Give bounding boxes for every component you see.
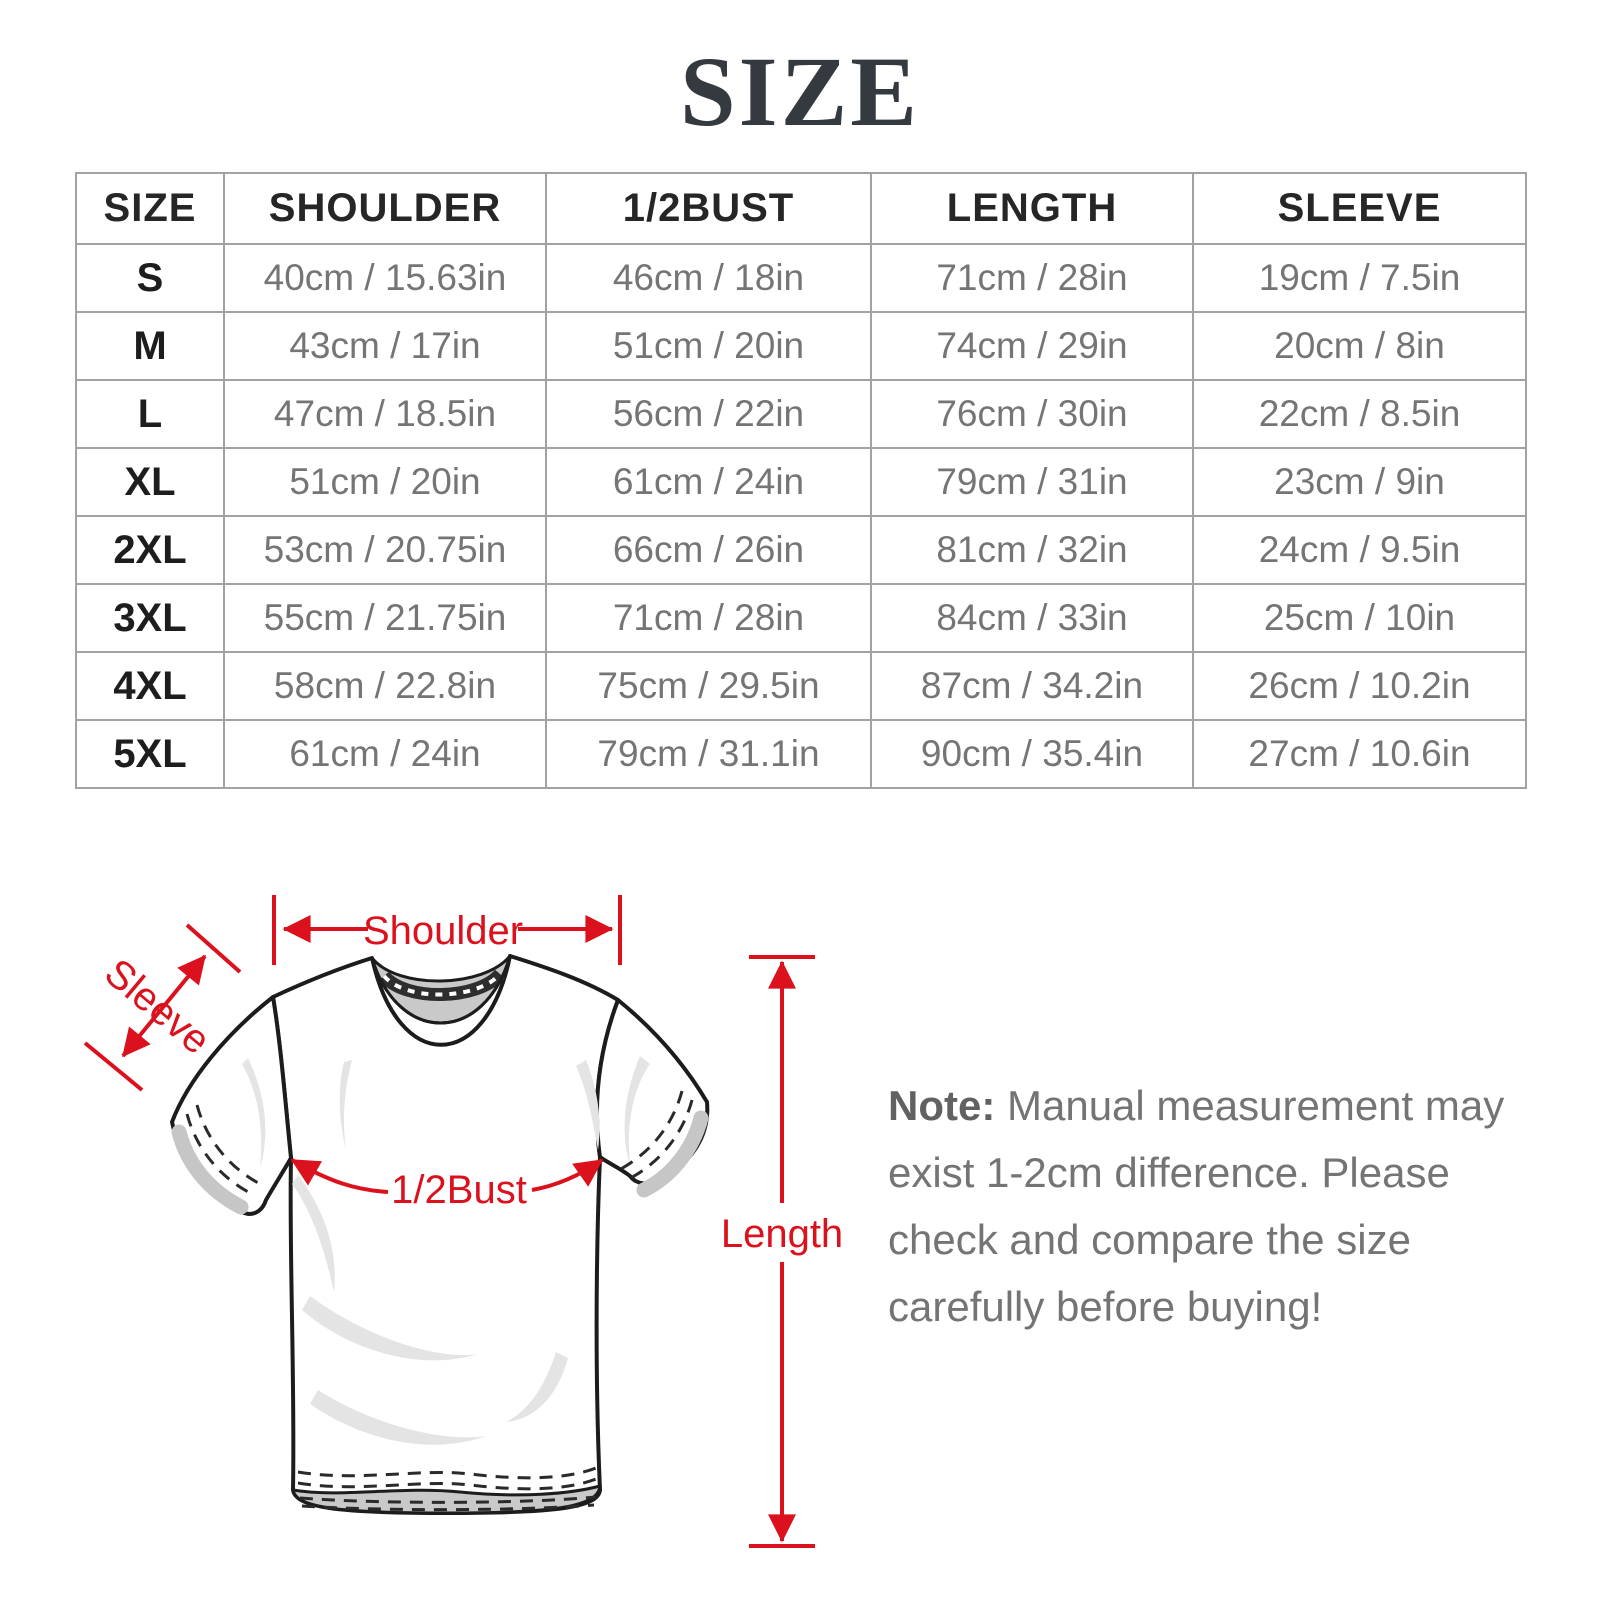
hem-stitch	[301, 1503, 595, 1512]
right-cuff-stitch	[616, 1090, 684, 1173]
collar-tape-stitch	[382, 972, 502, 997]
tshirt-body	[271, 954, 620, 1515]
half-bust-arrow-right	[531, 1158, 604, 1192]
measurement-cell: 81cm / 32in	[870, 515, 1194, 585]
measurement-cell: 46cm / 18in	[545, 243, 872, 313]
measurement-cell: 27cm / 10.6in	[1192, 719, 1527, 789]
left-cuff-inside	[171, 1124, 249, 1215]
table-row: 3XL 55cm / 21.75in 71cm / 28in 84cm / 33…	[75, 583, 1527, 653]
page-title: SIZE	[680, 36, 920, 147]
wrinkle	[576, 1060, 600, 1150]
measurement-cell: 51cm / 20in	[545, 311, 872, 381]
size-label-cell: 4XL	[75, 651, 225, 721]
measurement-cell: 23cm / 9in	[1192, 447, 1527, 517]
measurement-cell: 43cm / 17in	[223, 311, 547, 381]
half-bust-arrow-left	[290, 1158, 389, 1194]
size-table-header-row: SIZE SHOULDER 1/2BUST LENGTH SLEEVE	[75, 172, 1527, 245]
length-label: Length	[721, 1212, 843, 1256]
right-cuff-stitch	[626, 1099, 694, 1182]
measurement-cell: 26cm / 10.2in	[1192, 651, 1527, 721]
measurement-cell: 84cm / 33in	[870, 583, 1194, 653]
measurement-cell: 66cm / 26in	[545, 515, 872, 585]
table-row: L 47cm / 18.5in 56cm / 22in 76cm / 30in …	[75, 379, 1527, 449]
measurement-cell: 87cm / 34.2in	[870, 651, 1194, 721]
note-text: Manual measurement may exist 1-2cm diffe…	[888, 1082, 1505, 1330]
note: Note: Manual measurement may exist 1-2cm…	[888, 1072, 1536, 1340]
measurement-cell: 61cm / 24in	[223, 719, 547, 789]
right-cuff-inside	[636, 1110, 709, 1198]
tshirt-illustration	[170, 954, 710, 1515]
hem-band	[291, 1483, 602, 1515]
measurement-cell: 76cm / 30in	[870, 379, 1194, 449]
measurement-cell: 75cm / 29.5in	[545, 651, 872, 721]
hem-stitch	[299, 1495, 597, 1504]
column-header-sleeve: SLEEVE	[1192, 172, 1527, 245]
measurement-cell: 61cm / 24in	[545, 447, 872, 517]
shoulder-measure: Shoulder	[272, 895, 622, 965]
wrinkle	[310, 1390, 486, 1445]
size-label-cell: S	[75, 243, 225, 313]
table-row: XL 51cm / 20in 61cm / 24in 79cm / 31in 2…	[75, 447, 1527, 517]
sleeve-label: Sleeve	[96, 951, 218, 1063]
measurement-cell: 55cm / 21.75in	[223, 583, 547, 653]
sleeve-tick	[185, 923, 242, 974]
wrinkle	[292, 1175, 335, 1292]
half-bust-measure: 1/2Bust	[290, 1158, 604, 1212]
table-row: 2XL 53cm / 20.75in 66cm / 26in 81cm / 32…	[75, 515, 1527, 585]
table-row: 5XL 61cm / 24in 79cm / 31.1in 90cm / 35.…	[75, 719, 1527, 789]
measurement-cell: 71cm / 28in	[870, 243, 1194, 313]
measurement-cell: 40cm / 15.63in	[223, 243, 547, 313]
wrinkle	[302, 1296, 478, 1361]
size-label-cell: L	[75, 379, 225, 449]
size-label-cell: 5XL	[75, 719, 225, 789]
measurement-cell: 22cm / 8.5in	[1192, 379, 1527, 449]
size-label-cell: 2XL	[75, 515, 225, 585]
hem-stitch	[297, 1466, 597, 1480]
size-label-cell: 3XL	[75, 583, 225, 653]
size-table: SIZE SHOULDER 1/2BUST LENGTH SLEEVE S 40…	[75, 172, 1527, 789]
measurement-cell: 47cm / 18.5in	[223, 379, 547, 449]
size-label-cell: M	[75, 311, 225, 381]
left-cuff-stitch	[195, 1104, 263, 1187]
column-header-halfbust: 1/2BUST	[545, 172, 872, 245]
collar-rib-seam	[370, 955, 512, 1025]
measurement-cell: 74cm / 29in	[870, 311, 1194, 381]
measurement-cell: 58cm / 22.8in	[223, 651, 547, 721]
shoulder-label: Shoulder	[363, 909, 523, 953]
sleeve-arrow	[121, 954, 207, 1058]
column-header-shoulder: SHOULDER	[223, 172, 547, 245]
size-label-cell: XL	[75, 447, 225, 517]
wrinkle	[339, 1060, 352, 1150]
measurement-cell: 71cm / 28in	[545, 583, 872, 653]
half-bust-label: 1/2Bust	[391, 1168, 527, 1212]
note-label: Note:	[888, 1082, 996, 1129]
measurement-cell: 25cm / 10in	[1192, 583, 1527, 653]
table-row: 4XL 58cm / 22.8in 75cm / 29.5in 87cm / 3…	[75, 651, 1527, 721]
length-measure: Length	[721, 955, 843, 1548]
table-row: M 43cm / 17in 51cm / 20in 74cm / 29in 20…	[75, 311, 1527, 381]
sleeve-tick	[83, 1041, 144, 1092]
measurement-cell: 19cm / 7.5in	[1192, 243, 1527, 313]
measurement-cell: 56cm / 22in	[545, 379, 872, 449]
wrinkle	[242, 1058, 266, 1168]
wrinkle	[506, 1352, 568, 1422]
column-header-length: LENGTH	[870, 172, 1194, 245]
left-cuff-stitch	[185, 1113, 253, 1196]
measurement-cell: 24cm / 9.5in	[1192, 515, 1527, 585]
measurement-cell: 79cm / 31.1in	[545, 719, 872, 789]
table-row: S 40cm / 15.63in 46cm / 18in 71cm / 28in…	[75, 243, 1527, 313]
measurement-cell: 51cm / 20in	[223, 447, 547, 517]
wrinkle	[624, 1056, 650, 1166]
measurement-cell: 79cm / 31in	[870, 447, 1194, 517]
measurement-cell: 90cm / 35.4in	[870, 719, 1194, 789]
measurement-cell: 53cm / 20.75in	[223, 515, 547, 585]
hem-stitch	[297, 1477, 597, 1491]
column-header-size: SIZE	[75, 172, 225, 245]
measurement-cell: 20cm / 8in	[1192, 311, 1527, 381]
